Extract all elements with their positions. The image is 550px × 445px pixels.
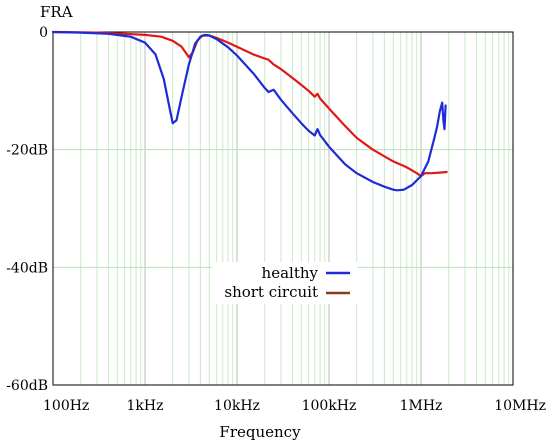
series-line-short-circuit [51,30,448,178]
y-tick-label: 0 [39,25,48,41]
chart-title: FRA [40,3,73,21]
legend-label-short-circuit: short circuit [224,283,318,301]
grid-major [52,31,514,386]
series-line-healthy [51,30,447,192]
series-lines [51,30,448,192]
x-axis-label: Frequency [219,423,301,441]
grid-minor [80,32,510,385]
x-tick-label: 100kHz [302,398,357,414]
y-tick-label: -60dB [6,378,48,394]
x-tick-label: 1kHz [127,398,164,414]
x-tick-label: 100Hz [43,398,89,414]
legend-box [212,262,358,304]
y-tick-label: -20dB [6,143,48,159]
plot-frame [52,31,514,386]
y-tick-labels: 0 -20dB -40dB -60dB [6,25,48,394]
legend: healthy short circuit [212,262,358,304]
y-tick-label: -40dB [6,260,48,276]
x-tick-label: 10MHz [494,398,546,414]
x-tick-label: 1MHz [400,398,443,414]
legend-label-healthy: healthy [262,264,319,282]
x-tick-labels: 100Hz 1kHz 10kHz 100kHz 1MHz 10MHz [43,398,546,414]
x-tick-label: 10kHz [214,398,260,414]
